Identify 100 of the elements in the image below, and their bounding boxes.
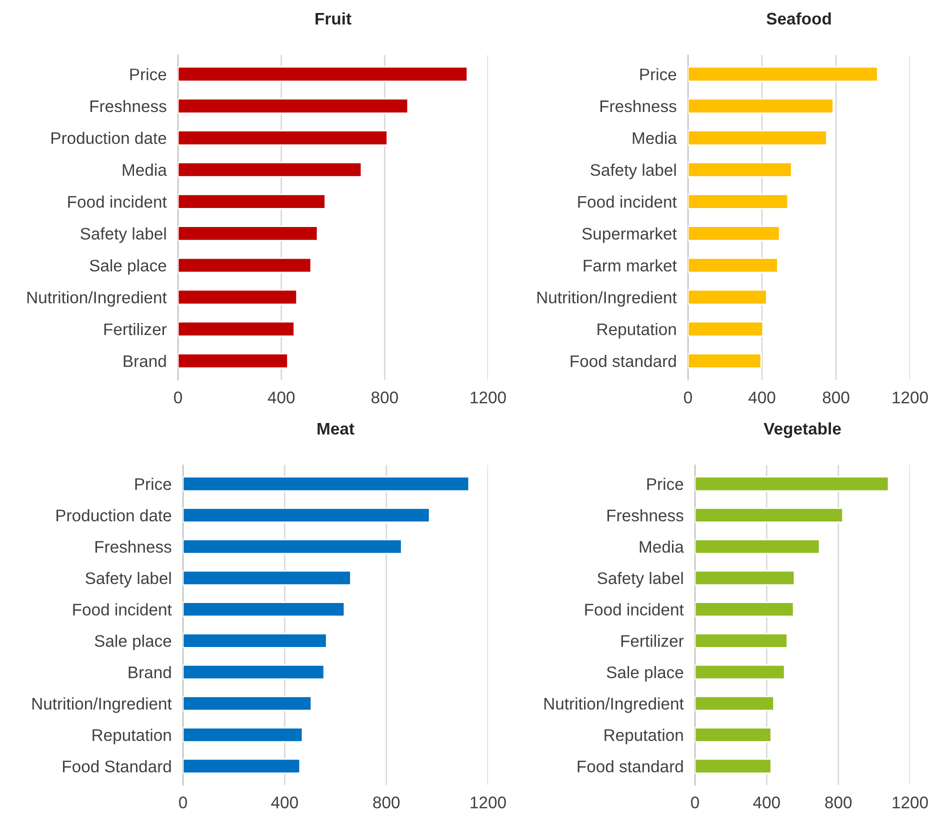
y-tick-label: Media xyxy=(632,132,677,144)
bar xyxy=(695,632,788,648)
bar xyxy=(688,226,780,242)
chart-title: Seafood xyxy=(766,12,831,25)
x-tick-label: 0 xyxy=(684,392,692,404)
y-tick-label: Reputation xyxy=(604,728,683,744)
y-tick-label: Price xyxy=(640,68,676,80)
y-tick-label: Food incident xyxy=(578,196,677,208)
bar xyxy=(183,664,325,680)
bar xyxy=(183,696,312,712)
y-tick-label: Safety label xyxy=(590,164,676,180)
bar xyxy=(178,353,288,369)
y-tick-label: Food incident xyxy=(73,603,172,616)
y-tick-label: Brand xyxy=(128,666,171,678)
y-tick-label: Price xyxy=(130,68,166,80)
bar xyxy=(178,162,362,178)
bar xyxy=(695,507,844,523)
y-tick-label: Farm market xyxy=(584,259,677,272)
bar xyxy=(688,130,828,146)
bar xyxy=(183,570,352,586)
y-tick-label: Safety label xyxy=(86,572,171,588)
bar xyxy=(688,257,778,274)
bar xyxy=(688,353,762,369)
bar xyxy=(178,321,295,337)
y-tick-label: Nutrition/Ingredient xyxy=(27,291,167,307)
y-tick-label: Price xyxy=(135,478,172,490)
x-tick-label: 0 xyxy=(179,796,187,808)
bar xyxy=(178,226,318,242)
y-tick-label: Fertilizer xyxy=(621,634,684,647)
y-tick-label: Food incident xyxy=(585,603,684,616)
y-tick-label: Production date xyxy=(56,509,172,522)
y-tick-label: Supermarket xyxy=(582,227,677,243)
x-tick-label: 0 xyxy=(691,796,699,808)
y-tick-label: Media xyxy=(122,164,167,176)
x-tick-label: 1200 xyxy=(470,796,506,808)
bar xyxy=(183,727,304,743)
bar xyxy=(688,194,789,210)
y-tick-label: Reputation xyxy=(598,322,676,339)
y-tick-label: Fertilizer xyxy=(104,322,167,336)
chart-title: Vegetable xyxy=(764,422,841,438)
y-tick-label: Freshness xyxy=(95,540,172,553)
x-tick-label: 400 xyxy=(268,392,295,404)
y-tick-label: Sale place xyxy=(606,666,684,682)
x-tick-label: 800 xyxy=(371,392,398,404)
x-tick-label: 0 xyxy=(174,392,182,404)
y-tick-label: Media xyxy=(640,540,684,553)
y-tick-label: Food standard xyxy=(570,354,676,368)
bar xyxy=(183,538,402,554)
y-tick-label: Food incident xyxy=(68,196,167,208)
x-tick-label: 800 xyxy=(373,796,400,808)
bar xyxy=(183,758,301,774)
bar xyxy=(178,130,388,146)
bar xyxy=(183,602,346,618)
bar xyxy=(688,98,834,114)
y-tick-label: Freshness xyxy=(607,509,684,522)
bar xyxy=(688,321,764,337)
x-tick-label: 800 xyxy=(825,796,852,808)
y-tick-label: Brand xyxy=(124,354,166,368)
bar xyxy=(695,570,796,586)
bar xyxy=(688,289,768,306)
x-tick-label: 1200 xyxy=(892,796,928,808)
y-tick-label: Price xyxy=(647,478,684,490)
x-tick-label: 400 xyxy=(271,796,298,808)
y-tick-label: Production date xyxy=(52,132,166,144)
y-tick-label: Sale place xyxy=(90,259,166,275)
bar xyxy=(183,476,470,492)
bar xyxy=(178,257,312,274)
bar xyxy=(695,727,772,743)
bar xyxy=(183,507,430,523)
bar xyxy=(178,98,409,114)
y-tick-label: Reputation xyxy=(92,728,171,744)
y-tick-label: Nutrition/Ingredient xyxy=(544,697,684,713)
y-tick-label: Food standard xyxy=(578,760,683,772)
bar xyxy=(688,162,792,178)
bar xyxy=(178,66,468,82)
chart-title: Meat xyxy=(318,422,354,435)
x-tick-label: 1200 xyxy=(892,392,928,404)
y-tick-label: Food Standard xyxy=(63,760,171,772)
y-tick-label: Nutrition/Ingredient xyxy=(537,291,677,307)
x-tick-label: 800 xyxy=(822,392,850,404)
y-tick-label: Safety label xyxy=(598,572,683,588)
x-tick-label: 400 xyxy=(753,796,780,808)
x-tick-label: 1200 xyxy=(470,392,506,404)
bar xyxy=(695,538,820,554)
y-tick-label: Freshness xyxy=(90,100,166,112)
bar xyxy=(695,758,772,774)
bar xyxy=(695,696,775,712)
y-tick-label: Safety label xyxy=(80,227,166,243)
x-tick-label: 400 xyxy=(748,392,776,404)
y-tick-label: Sale place xyxy=(94,634,172,650)
bar xyxy=(688,66,878,82)
chart-title: Fruit xyxy=(316,12,352,25)
bar xyxy=(178,289,298,306)
bar xyxy=(695,664,786,680)
bar xyxy=(178,194,326,210)
y-tick-label: Freshness xyxy=(600,100,676,112)
y-tick-label: Nutrition/Ingredient xyxy=(32,697,172,713)
bar xyxy=(183,632,328,648)
bar xyxy=(695,476,890,492)
bar xyxy=(695,602,794,618)
